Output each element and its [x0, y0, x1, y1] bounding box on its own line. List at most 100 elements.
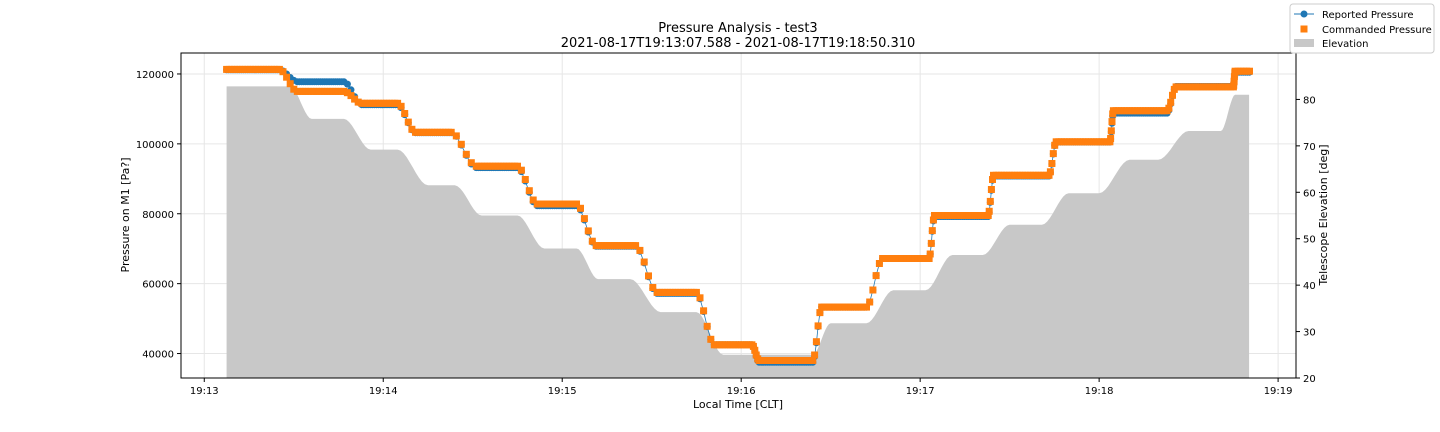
- commanded-pressure-point: [404, 118, 412, 126]
- y-axis-left-label: Pressure on M1 [Pa?]: [119, 158, 132, 273]
- commanded-pressure-point: [529, 196, 537, 204]
- commanded-pressure-point: [812, 338, 820, 346]
- legend-elevation-patch: [1294, 39, 1314, 47]
- commanded-pressure-point: [863, 303, 870, 311]
- commanded-pressure-point: [929, 216, 937, 224]
- commanded-pressure-point: [869, 286, 877, 294]
- commanded-pressure-point: [275, 65, 283, 73]
- y-right-tick-label: 30: [1303, 328, 1316, 339]
- x-tick-label: 19:14: [369, 386, 398, 397]
- commanded-pressure-point: [283, 73, 291, 81]
- commanded-pressure-point: [279, 68, 287, 76]
- commanded-pressure-point: [521, 176, 529, 183]
- legend-commanded-label: Commanded Pressure: [1322, 25, 1432, 36]
- legend-reported-label: Reported Pressure: [1322, 10, 1414, 21]
- commanded-pressure-point: [347, 92, 355, 100]
- commanded-pressure-point: [645, 272, 652, 280]
- y-right-tick-label: 60: [1303, 188, 1316, 199]
- commanded-pressure-point: [636, 246, 644, 254]
- commanded-pressure-point: [447, 128, 455, 136]
- x-tick-label: 19:17: [906, 386, 935, 397]
- commanded-pressure-point: [1230, 81, 1238, 89]
- commanded-pressure-point: [928, 227, 936, 235]
- commanded-pressure-point: [1167, 98, 1175, 106]
- commanded-pressure-point: [692, 288, 700, 296]
- y-left-tick-label: 60000: [142, 280, 174, 291]
- commanded-pressure-point: [525, 187, 533, 195]
- commanded-pressure-point: [514, 162, 521, 170]
- commanded-pressure-point: [351, 95, 359, 103]
- y-left-tick-label: 40000: [142, 350, 174, 361]
- commanded-pressure-point: [649, 284, 657, 291]
- reported-pressure-point: [343, 80, 351, 88]
- commanded-pressure-point: [875, 260, 883, 267]
- commanded-pressure-series: [223, 65, 1253, 364]
- chart-subtitle: 2021-08-17T19:13:07.588 - 2021-08-17T19:…: [561, 36, 916, 51]
- y-left-tick-label: 120000: [136, 70, 174, 81]
- commanded-pressure-point: [1049, 150, 1057, 158]
- tick-labels: 19:13 19:14 19:15 19:16 19:17 19:18 19:19 40000…: [136, 70, 1316, 397]
- commanded-pressure-point: [749, 342, 757, 350]
- chart-title: Pressure Analysis - test3: [658, 21, 817, 36]
- y-right-tick-label: 50: [1303, 235, 1316, 246]
- commanded-pressure-point: [707, 335, 715, 343]
- y-left-tick-label: 100000: [136, 140, 174, 151]
- commanded-pressure-point: [927, 239, 935, 247]
- legend: Reported Pressure Commanded Pressure Ele…: [1289, 3, 1435, 54]
- commanded-pressure-point: [700, 307, 708, 315]
- commanded-pressure-point: [397, 102, 405, 110]
- commanded-pressure-point: [343, 89, 351, 97]
- commanded-pressure-point: [588, 237, 596, 245]
- plot-frame: [180, 52, 1297, 379]
- commanded-pressure-point: [584, 227, 592, 235]
- commanded-pressure-point: [926, 250, 934, 258]
- y-axis-right-label: Telescope Elevation [deg]: [1317, 144, 1330, 286]
- commanded-pressure-point: [816, 309, 824, 317]
- commanded-pressure-point: [1107, 127, 1115, 135]
- commanded-pressure-point: [1108, 118, 1116, 126]
- commanded-pressure-point: [457, 140, 465, 148]
- elevation-area-fill: [226, 86, 1250, 379]
- commanded-pressure-point: [467, 159, 475, 167]
- commanded-pressure-point: [1230, 73, 1238, 81]
- x-tick-label: 19:18: [1085, 386, 1114, 397]
- commanded-pressure-point: [452, 132, 460, 140]
- legend-box: [1289, 3, 1435, 54]
- commanded-pressure-point: [985, 207, 993, 215]
- commanded-pressure-point: [1107, 135, 1115, 142]
- commanded-pressure-point: [354, 98, 362, 106]
- axes: [177, 52, 1300, 382]
- commanded-pressure-point: [1246, 67, 1253, 75]
- elevation-area: [226, 86, 1250, 379]
- commanded-pressure-point: [577, 204, 584, 212]
- commanded-pressure-point: [866, 298, 874, 306]
- x-tick-label: 19:19: [1264, 386, 1293, 397]
- x-tick-label: 19:15: [548, 386, 577, 397]
- commanded-pressure-point: [809, 357, 817, 364]
- commanded-pressure-point: [696, 294, 704, 302]
- commanded-pressure-point: [987, 186, 995, 193]
- y-right-tick-label: 80: [1303, 95, 1316, 106]
- commanded-pressure-point: [286, 80, 294, 88]
- commanded-pressure-point: [814, 322, 822, 330]
- commanded-pressure-point: [640, 258, 648, 266]
- commanded-pressure-point: [401, 110, 409, 117]
- commanded-pressure-point: [1048, 160, 1056, 167]
- legend-elevation-label: Elevation: [1322, 39, 1368, 50]
- commanded-pressure-point: [573, 200, 580, 208]
- y-right-tick-label: 20: [1303, 374, 1316, 385]
- commanded-pressure-point: [872, 272, 880, 280]
- y-left-tick-label: 80000: [142, 210, 174, 221]
- commanded-pressure-point: [517, 166, 525, 174]
- commanded-pressure-point: [408, 125, 416, 133]
- commanded-pressure-point: [925, 255, 933, 262]
- commanded-pressure-point: [632, 242, 640, 250]
- commanded-pressure-point: [1046, 168, 1054, 176]
- commanded-pressure-point: [811, 351, 819, 359]
- commanded-pressure-point: [984, 212, 992, 219]
- legend-reported-marker: [1300, 10, 1308, 18]
- y-right-tick-label: 40: [1303, 281, 1316, 292]
- commanded-pressure-point: [1169, 91, 1176, 99]
- x-tick-label: 19:16: [727, 386, 756, 397]
